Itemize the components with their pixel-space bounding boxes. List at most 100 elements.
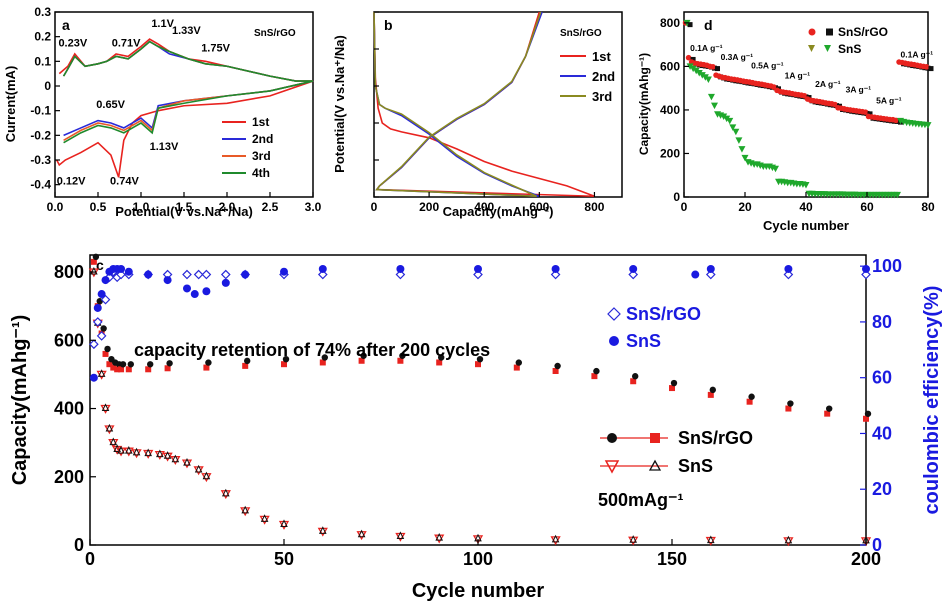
capacity-point-sns-charge [109,437,118,446]
peak-annotation: 0.71V [112,38,141,50]
capacity-point-sns-charge [117,446,125,454]
panel-c-plot-area [88,253,872,547]
y2-tick-label: 80 [872,312,892,332]
capacity-point-snsrgo-charge [100,325,107,332]
legend-marker [648,459,662,471]
capacity-point-snsrgo [90,258,97,265]
efficiency-point-sns [124,267,133,276]
capacity-point-sns-charge [156,449,164,458]
charge-curve-3rd [373,11,542,198]
panel-b-frame [373,11,623,198]
efficiency-point-sns [862,264,870,273]
panel-c-xlabel: Cycle number [412,580,544,602]
x-tick-label: 3.0 [305,200,322,214]
capacity-point-snsrgo [125,366,132,373]
legend-marker [826,28,833,36]
legend-label: SnS [626,331,661,351]
efficiency-point-sns [144,270,153,279]
legend-marker [824,45,831,52]
panel-b-legend-title: SnS/rGO [560,28,602,39]
capacity-point-snsrgo [824,410,831,417]
cv-curve-1st [56,38,314,178]
x-tick-label: 0 [85,549,95,569]
capacity-point-snsrgo-charge [593,367,600,375]
capacity-point-sns-charge [396,531,405,539]
efficiency-point-snsrgo [628,269,639,280]
efficiency-point-sns [706,264,715,273]
efficiency-point-sns [97,290,106,299]
capacity-point-sns-charge [105,423,114,432]
capacity-point-snsrgo [552,368,559,374]
rate-point-sns [802,182,810,189]
panel-c-ylabel: Capacity(mAhg⁻¹) [9,315,31,486]
capacity-point-snsrgo [475,361,481,368]
legend-label: 1st [252,115,269,129]
capacity-point-snsrgo [242,362,249,369]
panel-c-y2label: coulombic efficiency(%) [921,286,943,515]
capacity-point-snsrgo-charge [244,357,251,365]
capacity-point-snsrgo-charge [826,405,833,412]
legend-label: SnS/rGO [678,428,753,448]
efficiency-point-snsrgo [473,269,483,280]
legend-marker [607,433,617,443]
peak-annotation: 1.33V [172,25,201,37]
efficiency-point-sns [551,264,560,273]
efficiency-point-sns [89,373,98,382]
capacity-point-sns-charge [183,457,191,466]
capacity-point-sns-charge [194,464,203,473]
panel-a-plot-area [56,38,314,178]
capacity-point-sns-charge [221,488,230,497]
capacity-point-sns-charge [280,519,288,528]
capacity-point-sns-charge [144,448,153,457]
x-tick-label: 150 [657,549,687,569]
capacity-point-snsrgo [591,373,598,380]
panel-d-xlabel: Cycle number [763,218,849,233]
x-tick-label: 400 [474,200,494,214]
y-tick-label: 600 [660,59,680,73]
panel-b: b SnS/rGO 0 200 400 600 800 Capacity(mAhg⁻¹)… [332,11,623,219]
y-tick-label: -0.1 [30,104,51,118]
capacity-point-snsrgo-charge [748,393,755,400]
peak-annotation: 0.12V [57,176,86,188]
efficiency-point-sns [202,287,211,296]
capacity-point-snsrgo [102,350,109,357]
y-tick-label: 600 [54,330,84,350]
y-tick-label: -0.3 [30,153,51,167]
efficiency-point-snsrgo [116,269,126,280]
rate-label: 0.3A g⁻¹ [721,52,754,62]
panel-b-plot-area [373,11,595,198]
capacity-point-snsrgo-charge [399,352,406,359]
cv-curve-2nd [62,40,314,137]
legend-label: 3rd [252,149,271,163]
capacity-point-sns-charge [241,505,250,514]
efficiency-point-sns [396,264,405,273]
capacity-point-snsrgo [118,366,125,373]
efficiency-point-snsrgo [193,269,204,280]
capacity-point-snsrgo-charge [515,359,522,366]
capacity-point-snsrgo-charge [205,359,212,366]
peak-annotation: 1.75V [201,42,230,54]
legend-marker [609,336,619,346]
capacity-point-snsrgo-charge [476,355,484,363]
capacity-point-sns-charge [784,535,793,544]
x-tick-label: 0.5 [90,200,107,214]
rate-label: 3A g⁻¹ [846,85,872,95]
rate-point-snsrgo-charge [893,117,899,124]
capacity-point-sns-charge [90,266,98,275]
panel-a-legend: 1st 2nd 3rd 4th [222,115,273,180]
capacity-point-sns-charge [101,403,110,412]
x-tick-label: 0.0 [47,200,64,214]
efficiency-point-sns [93,303,102,312]
capacity-point-snsrgo [203,364,210,371]
capacity-point-snsrgo [164,365,171,372]
legend-label: 2nd [592,69,615,84]
rate-point-sns [704,76,712,83]
efficiency-point-snsrgo [705,269,716,280]
capacity-point-snsrgo-charge [104,345,111,353]
capacity-point-snsrgo [863,415,869,422]
capacity-point-snsrgo-charge [166,360,173,367]
y-tick-label: 200 [54,467,84,487]
x-tick-label: 0 [681,200,688,214]
